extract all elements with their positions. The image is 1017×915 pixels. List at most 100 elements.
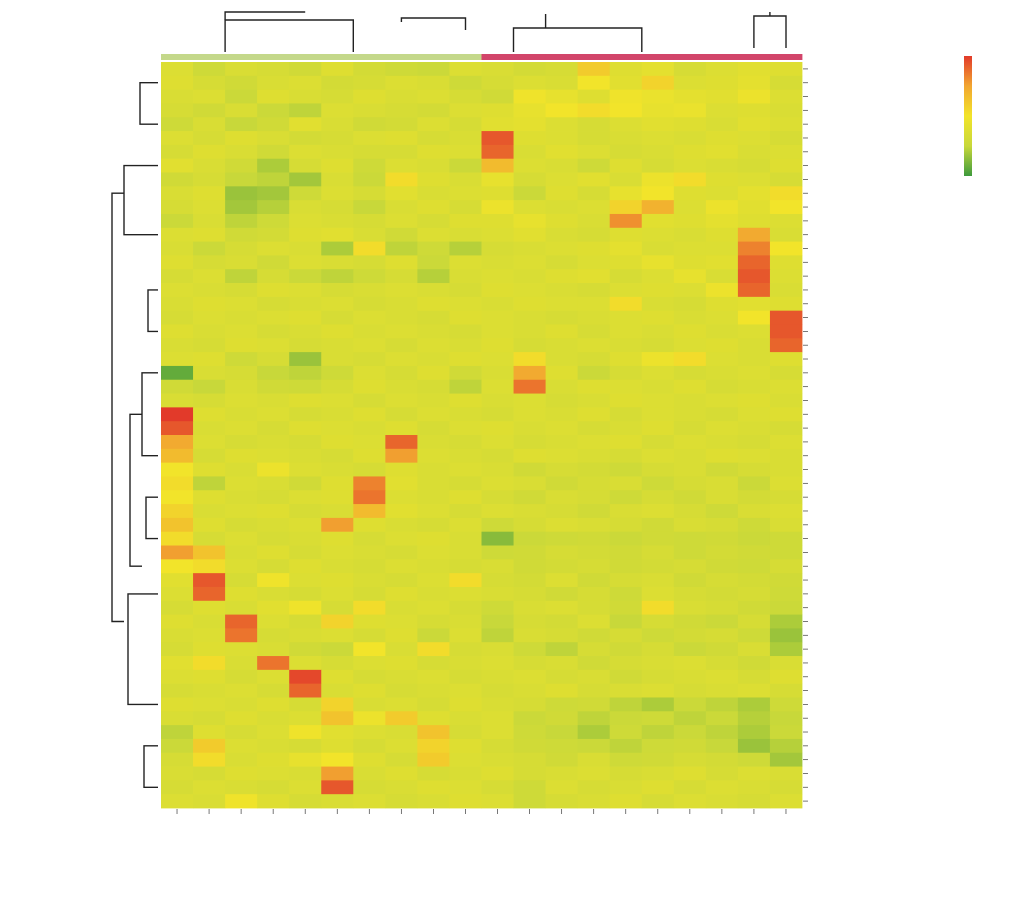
heatmap-cell — [193, 324, 226, 339]
heatmap-cell — [417, 62, 450, 77]
heatmap-cell — [513, 614, 546, 629]
heatmap-cell — [449, 476, 482, 491]
heatmap-cell — [417, 476, 450, 491]
heatmap-cell — [513, 310, 546, 325]
heatmap-cell — [257, 255, 290, 270]
heatmap-cell — [737, 365, 771, 381]
heatmap-cell — [417, 642, 450, 657]
heatmap-cell — [769, 352, 803, 367]
heatmap-cell — [257, 75, 290, 91]
heatmap-cell — [257, 144, 290, 160]
heatmap-cell — [673, 794, 707, 809]
heatmap-cell — [481, 283, 514, 298]
heatmap-cell — [769, 517, 803, 533]
heatmap-cell — [545, 738, 579, 754]
heatmap-cell — [289, 642, 322, 657]
heatmap-cell — [609, 656, 643, 671]
heatmap-cell — [673, 352, 707, 367]
heatmap-cell — [417, 545, 450, 560]
heatmap-cell — [769, 435, 803, 450]
heatmap-cell — [257, 752, 290, 767]
heatmap-cell — [193, 131, 226, 146]
heatmap-cell — [417, 656, 450, 671]
heatmap-cell — [577, 573, 611, 588]
heatmap-cell — [673, 365, 707, 381]
heatmap-cell — [353, 393, 386, 408]
heatmap-cell — [609, 448, 643, 464]
heatmap-cell — [737, 517, 771, 533]
heatmap-cell — [641, 186, 675, 201]
heatmap-cell — [577, 780, 611, 795]
heatmap-cell — [161, 725, 194, 740]
heatmap-cell — [417, 227, 450, 242]
heatmap-cell — [577, 586, 611, 602]
heatmap-cell — [673, 476, 707, 491]
heatmap-cell — [705, 421, 739, 436]
heatmap-cell — [321, 241, 354, 256]
heatmap-cell — [705, 255, 739, 270]
heatmap-cell — [481, 269, 514, 284]
heatmap-cell — [353, 448, 386, 464]
heatmap-cell — [481, 255, 514, 270]
heatmap-cell — [449, 62, 482, 77]
heatmap-cell — [705, 656, 739, 671]
heatmap-cell — [769, 103, 803, 118]
heatmap-cell — [769, 158, 803, 173]
column-dendrogram-link — [753, 15, 787, 48]
heatmap-cell — [577, 75, 611, 91]
heatmap-cell — [385, 62, 418, 77]
column-group-swatch — [641, 54, 675, 60]
heatmap-cell — [769, 269, 803, 284]
heatmap-cell — [257, 586, 290, 602]
heatmap-cell — [161, 435, 194, 450]
heatmap-cell — [417, 531, 450, 546]
heatmap-cell — [257, 131, 290, 146]
heatmap-cell — [641, 504, 675, 519]
heatmap-cell — [737, 766, 771, 781]
heatmap-cell — [385, 75, 418, 91]
heatmap-cell — [609, 393, 643, 408]
heatmap-cell — [545, 255, 579, 270]
heatmap-cell — [289, 269, 322, 284]
heatmap-cell — [673, 711, 707, 726]
heatmap-cell — [353, 269, 386, 284]
heatmap-cell — [353, 738, 386, 754]
heatmap-cell — [513, 794, 546, 809]
heatmap-cell — [673, 241, 707, 256]
heatmap-cell — [609, 628, 643, 643]
heatmap-cell — [449, 559, 482, 574]
heatmap-cell — [737, 117, 771, 132]
heatmap-cell — [257, 766, 290, 781]
heatmap-cell — [257, 794, 290, 809]
heatmap-cell — [321, 794, 354, 809]
heatmap-cell — [577, 379, 611, 394]
heatmap-cell — [545, 131, 579, 146]
heatmap-cell — [449, 462, 482, 477]
column-group-swatch — [385, 54, 418, 60]
heatmap-cell — [161, 766, 194, 781]
heatmap-cell — [545, 393, 579, 408]
heatmap-cell — [577, 517, 611, 533]
heatmap-cell — [609, 462, 643, 477]
heatmap-cell — [513, 573, 546, 588]
heatmap-cell — [225, 517, 258, 533]
heatmap-cell — [545, 241, 579, 256]
heatmap-cell — [577, 794, 611, 809]
heatmap-cell — [385, 172, 418, 187]
column-group-swatch — [225, 54, 258, 60]
column-dendrogram-link — [224, 11, 306, 20]
heatmap-cell — [225, 614, 258, 629]
heatmap-cell — [193, 227, 226, 242]
heatmap-cell — [481, 338, 514, 353]
heatmap-cell — [609, 255, 643, 270]
heatmap-cell — [257, 559, 290, 574]
heatmap-cell — [257, 186, 290, 201]
heatmap-cell — [609, 186, 643, 201]
heatmap-cell — [353, 752, 386, 767]
heatmap-cell — [673, 393, 707, 408]
heatmap-cell — [641, 324, 675, 339]
heatmap-cell — [289, 476, 322, 491]
heatmap-cell — [577, 365, 611, 381]
heatmap-cell — [161, 227, 194, 242]
heatmap-cell — [225, 545, 258, 560]
